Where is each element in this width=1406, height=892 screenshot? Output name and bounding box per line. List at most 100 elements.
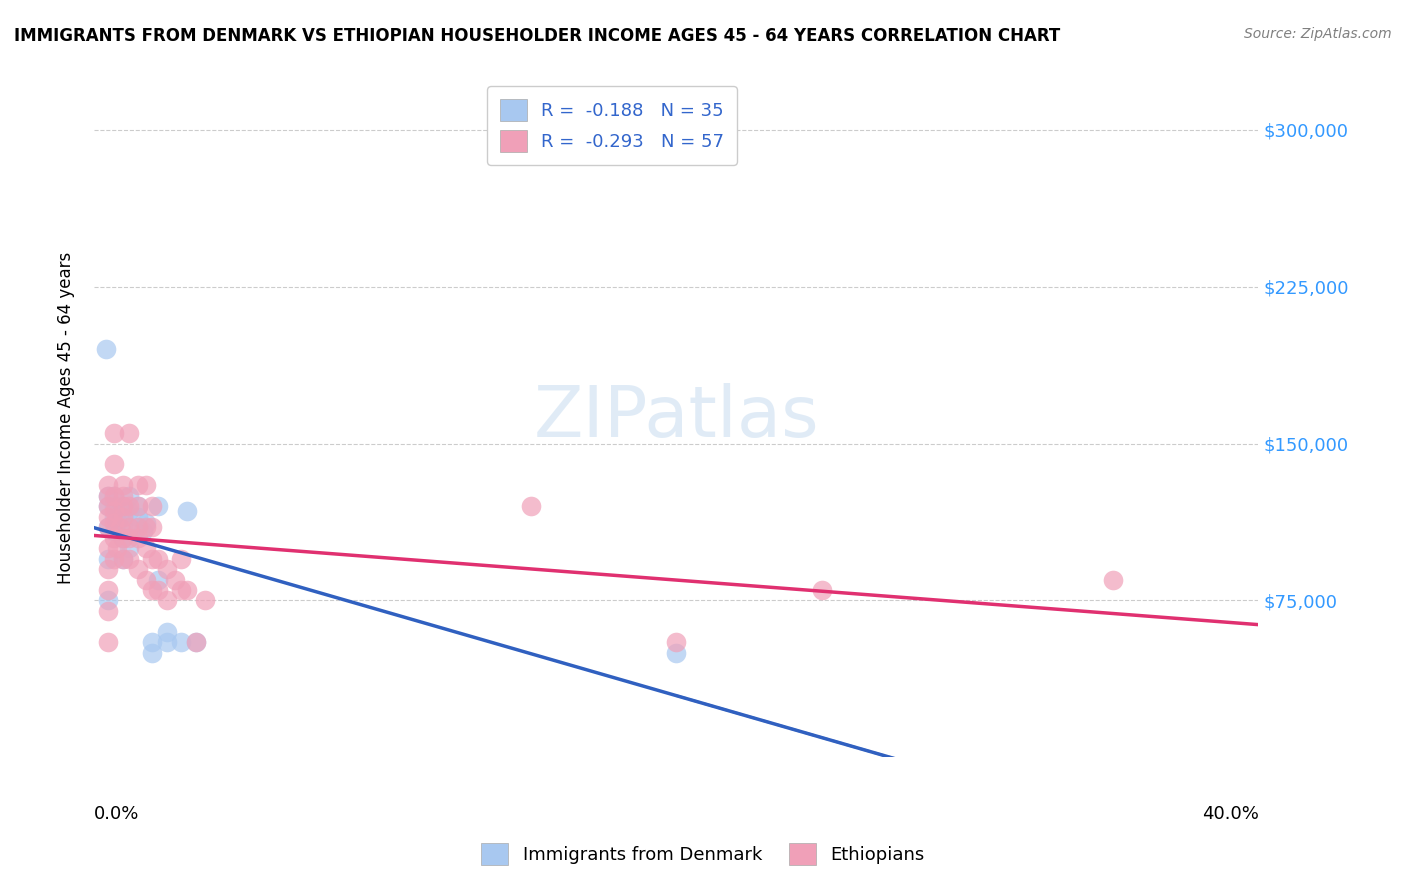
- Point: [118, 503, 141, 517]
- Point: [127, 500, 149, 514]
- Point: [103, 503, 125, 517]
- Point: [105, 541, 128, 556]
- Point: [810, 582, 832, 597]
- Text: Source: ZipAtlas.com: Source: ZipAtlas.com: [1244, 27, 1392, 41]
- Point: [127, 520, 149, 534]
- Point: [184, 635, 207, 649]
- Point: [103, 524, 125, 539]
- Point: [112, 500, 135, 514]
- Point: [165, 573, 187, 587]
- Point: [103, 489, 125, 503]
- Point: [97, 593, 120, 607]
- Point: [176, 582, 198, 597]
- Point: [127, 500, 149, 514]
- Point: [519, 500, 541, 514]
- Point: [103, 551, 125, 566]
- Point: [112, 509, 135, 524]
- Point: [97, 582, 120, 597]
- Point: [112, 489, 135, 503]
- Point: [156, 635, 179, 649]
- Point: [103, 516, 125, 530]
- Point: [141, 635, 163, 649]
- Point: [112, 520, 135, 534]
- Point: [1102, 573, 1125, 587]
- Point: [146, 551, 169, 566]
- Point: [135, 541, 157, 556]
- Point: [146, 582, 169, 597]
- Point: [118, 520, 141, 534]
- Point: [170, 582, 193, 597]
- Point: [127, 509, 149, 524]
- Point: [135, 478, 157, 492]
- Point: [97, 520, 120, 534]
- Point: [141, 551, 163, 566]
- Point: [108, 503, 131, 517]
- Point: [118, 551, 141, 566]
- Point: [97, 604, 120, 618]
- Point: [141, 646, 163, 660]
- Point: [112, 500, 135, 514]
- Point: [127, 531, 149, 545]
- Point: [146, 573, 169, 587]
- Point: [127, 478, 149, 492]
- Point: [156, 562, 179, 576]
- Point: [141, 520, 163, 534]
- Point: [112, 509, 135, 524]
- Point: [97, 500, 120, 514]
- Point: [105, 516, 128, 530]
- Point: [118, 426, 141, 441]
- Legend: Immigrants from Denmark, Ethiopians: Immigrants from Denmark, Ethiopians: [472, 834, 934, 874]
- Point: [141, 582, 163, 597]
- Point: [97, 500, 120, 514]
- Point: [184, 635, 207, 649]
- Point: [118, 531, 141, 545]
- Point: [97, 478, 120, 492]
- Text: IMMIGRANTS FROM DENMARK VS ETHIOPIAN HOUSEHOLDER INCOME AGES 45 - 64 YEARS CORRE: IMMIGRANTS FROM DENMARK VS ETHIOPIAN HOU…: [14, 27, 1060, 45]
- Point: [97, 551, 120, 566]
- Y-axis label: Householder Income Ages 45 - 64 years: Householder Income Ages 45 - 64 years: [58, 252, 75, 583]
- Point: [103, 531, 125, 545]
- Point: [97, 635, 120, 649]
- Point: [103, 509, 125, 524]
- Point: [118, 500, 141, 514]
- Point: [127, 562, 149, 576]
- Point: [132, 524, 155, 539]
- Point: [112, 531, 135, 545]
- Point: [156, 593, 179, 607]
- Point: [135, 520, 157, 534]
- Point: [135, 516, 157, 530]
- Legend: R =  -0.188   N = 35, R =  -0.293   N = 57: R = -0.188 N = 35, R = -0.293 N = 57: [488, 87, 737, 165]
- Point: [108, 520, 131, 534]
- Point: [146, 500, 169, 514]
- Point: [112, 551, 135, 566]
- Point: [170, 635, 193, 649]
- Point: [97, 509, 120, 524]
- Point: [665, 635, 688, 649]
- Point: [97, 489, 120, 503]
- Point: [118, 489, 141, 503]
- Point: [97, 520, 120, 534]
- Point: [118, 541, 141, 556]
- Text: 40.0%: 40.0%: [1202, 805, 1258, 823]
- Point: [112, 551, 135, 566]
- Point: [103, 426, 125, 441]
- Point: [103, 458, 125, 472]
- Point: [665, 646, 688, 660]
- Point: [112, 478, 135, 492]
- Point: [170, 551, 193, 566]
- Point: [97, 562, 120, 576]
- Point: [193, 593, 215, 607]
- Point: [127, 520, 149, 534]
- Text: 0.0%: 0.0%: [94, 805, 139, 823]
- Point: [97, 489, 120, 503]
- Point: [103, 489, 125, 503]
- Point: [112, 531, 135, 545]
- Point: [97, 541, 120, 556]
- Point: [103, 500, 125, 514]
- Point: [176, 503, 198, 517]
- Point: [135, 573, 157, 587]
- Point: [94, 343, 117, 357]
- Point: [141, 500, 163, 514]
- Text: ZIPatlas: ZIPatlas: [533, 383, 820, 452]
- Point: [156, 624, 179, 639]
